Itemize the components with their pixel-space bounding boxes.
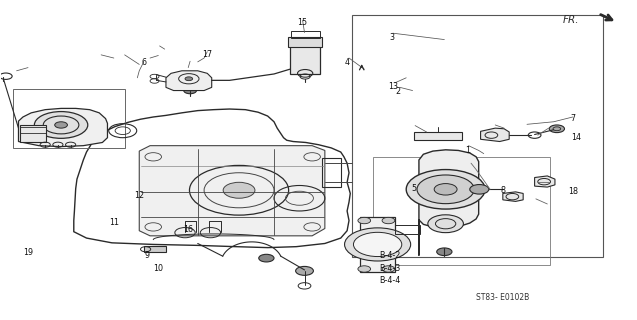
Bar [13,89,125,148]
Polygon shape [18,108,108,147]
Text: 7: 7 [570,114,575,123]
Circle shape [417,175,474,204]
Polygon shape [503,192,523,201]
Circle shape [55,122,68,128]
Polygon shape [166,71,211,91]
Circle shape [223,182,255,198]
Circle shape [259,254,274,262]
Circle shape [434,184,457,195]
Text: B-4-3: B-4-3 [379,264,400,273]
Text: ST83- E0102B: ST83- E0102B [476,292,529,301]
Bar [414,132,462,140]
Bar [290,46,320,74]
Bar [352,15,603,257]
Text: 2: 2 [396,87,401,96]
Circle shape [296,267,313,275]
Circle shape [382,217,395,224]
Circle shape [437,248,452,256]
Text: 3: 3 [389,33,394,42]
Text: B-4-4: B-4-4 [379,276,400,285]
Circle shape [406,170,485,209]
Polygon shape [480,128,509,141]
Text: 14: 14 [571,133,581,142]
Circle shape [354,232,402,257]
Text: FR.: FR. [562,15,579,26]
Circle shape [382,266,395,272]
Text: 12: 12 [134,190,145,200]
Text: 19: 19 [23,248,33,257]
Text: 15: 15 [297,19,308,28]
Polygon shape [360,217,395,272]
Bar [20,125,47,141]
Circle shape [469,185,489,194]
Circle shape [358,217,371,224]
Bar [322,158,341,187]
Text: 8: 8 [500,186,505,195]
Bar [290,31,320,38]
Polygon shape [534,176,555,187]
Text: 6: 6 [141,58,147,67]
Text: B-4-2: B-4-2 [379,251,400,260]
Polygon shape [140,146,325,236]
Text: 17: 17 [202,50,212,59]
Circle shape [549,125,564,132]
Circle shape [185,77,192,81]
Text: 4: 4 [345,58,350,67]
Polygon shape [419,150,478,256]
Circle shape [183,87,196,94]
Bar [373,157,550,265]
Text: 5: 5 [412,184,417,193]
Text: 9: 9 [145,251,150,260]
Circle shape [34,112,88,138]
Circle shape [345,228,411,261]
Bar [395,225,420,234]
Text: 11: 11 [109,218,119,227]
Bar [144,246,166,252]
Circle shape [428,215,464,233]
Text: 16: 16 [183,225,193,234]
Bar [288,37,322,47]
Text: 13: 13 [389,82,399,91]
Text: 10: 10 [154,264,163,273]
Circle shape [358,266,371,272]
Text: 18: 18 [568,188,578,196]
Text: 1: 1 [466,146,470,155]
